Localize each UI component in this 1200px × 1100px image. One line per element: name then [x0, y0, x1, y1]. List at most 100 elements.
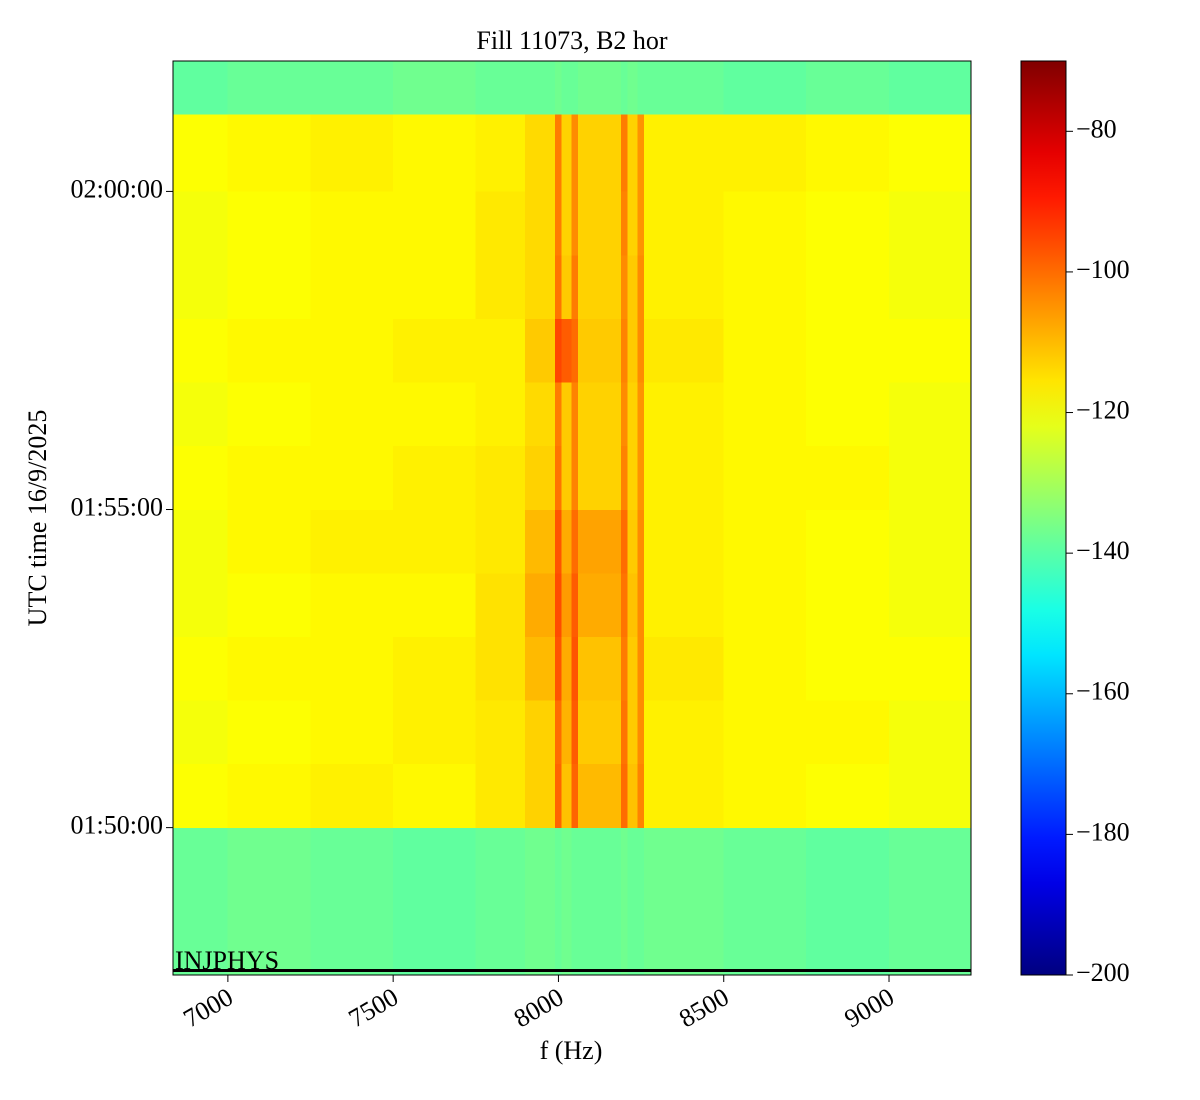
x-tick-label: 7500	[344, 982, 404, 1033]
chart-title: Fill 11073, B2 hor	[476, 26, 668, 55]
heatmap-cell	[561, 763, 572, 828]
colorbar-tick-label: −120	[1076, 396, 1130, 425]
heatmap-cell	[561, 636, 572, 701]
heatmap-cell	[392, 827, 477, 976]
heatmap-cell	[637, 700, 645, 765]
heatmap-cell	[621, 572, 629, 638]
heatmap-cell	[578, 318, 622, 383]
heatmap-cell	[475, 509, 526, 574]
heatmap-cell	[227, 572, 311, 638]
heatmap-cell	[888, 827, 972, 976]
heatmap-cell	[392, 572, 477, 638]
heatmap-cell	[627, 113, 639, 192]
heatmap-cell	[392, 636, 477, 701]
heatmap-cell	[621, 254, 629, 319]
colorbar	[1020, 60, 1067, 976]
x-tick-label: 8000	[509, 982, 569, 1033]
heatmap-cell	[561, 254, 572, 319]
x-tick-label: 8500	[674, 982, 734, 1033]
heatmap-cell	[172, 827, 229, 976]
heatmap-cell	[888, 445, 972, 510]
heatmap-cell	[392, 445, 477, 510]
heatmap-cell	[888, 191, 972, 256]
heatmap-cell	[525, 382, 556, 447]
heatmap-cell	[806, 113, 890, 192]
heatmap-cell	[475, 763, 526, 828]
heatmap-cell	[621, 763, 629, 828]
heatmap-cell	[475, 60, 526, 115]
heatmap-cell	[561, 509, 572, 574]
y-axis-label: UTC time 16/9/2025	[23, 410, 52, 627]
heatmap-cell	[392, 254, 477, 319]
heatmap-cell	[571, 318, 579, 383]
heatmap-cell	[888, 113, 972, 192]
heatmap-cell	[554, 191, 563, 256]
heatmap-cell	[578, 254, 622, 319]
heatmap-cell	[172, 700, 229, 765]
heatmap-cell	[621, 827, 629, 976]
heatmap-cell	[627, 254, 639, 319]
x-axis-label: f (Hz)	[540, 1036, 603, 1065]
heatmap-cell	[392, 382, 477, 447]
heatmap-cell	[578, 113, 622, 192]
heatmap-cell	[627, 509, 639, 574]
heatmap-cell	[561, 445, 572, 510]
heatmap-cell	[571, 763, 579, 828]
heatmap-cell	[723, 254, 807, 319]
heatmap-cell	[310, 763, 394, 828]
heatmap-cell	[621, 191, 629, 256]
heatmap-cell	[475, 191, 526, 256]
colorbar-tick-label: −140	[1076, 536, 1130, 565]
heatmap-cell	[637, 445, 645, 510]
heatmap-cell	[806, 509, 890, 574]
colorbar-tick-label: −180	[1076, 817, 1130, 846]
heatmap-cell	[644, 191, 724, 256]
annotation: INJPHYS	[175, 946, 279, 975]
heatmap-cell	[888, 509, 972, 574]
heatmap-cell	[627, 382, 639, 447]
heatmap-cell	[392, 113, 477, 192]
heatmap-cell	[644, 700, 724, 765]
heatmap-cell	[561, 700, 572, 765]
heatmap-cell	[525, 191, 556, 256]
heatmap-cell	[227, 700, 311, 765]
heatmap-cell	[637, 572, 645, 638]
heatmap-cell	[723, 318, 807, 383]
heatmap-cell	[806, 763, 890, 828]
heatmap-cell	[723, 700, 807, 765]
heatmap-cell	[627, 827, 639, 976]
y-tick-label: 01:55:00	[71, 492, 163, 521]
heatmap-cell	[806, 636, 890, 701]
heatmap-cell	[806, 572, 890, 638]
heatmap-cell	[525, 60, 556, 115]
heatmap-cell	[227, 191, 311, 256]
heatmap-cell	[227, 382, 311, 447]
heatmap-cell	[554, 60, 563, 115]
heatmap-cell	[561, 572, 572, 638]
heatmap-cell	[475, 700, 526, 765]
heatmap-cell	[554, 827, 563, 976]
heatmap-cell	[888, 636, 972, 701]
heatmap-cell	[571, 113, 579, 192]
heatmap-cell	[571, 382, 579, 447]
heatmap-cell	[227, 113, 311, 192]
heatmap-cell	[723, 509, 807, 574]
heatmap-cell	[172, 509, 229, 574]
heatmap-cell	[806, 700, 890, 765]
heatmap-cell	[571, 509, 579, 574]
heatmap-cell	[561, 827, 572, 976]
heatmap-cell	[637, 191, 645, 256]
heatmap-cell	[172, 382, 229, 447]
heatmap-cell	[723, 191, 807, 256]
heatmap-cell	[637, 113, 645, 192]
heatmap-cell	[578, 763, 622, 828]
heatmap-cell	[723, 827, 807, 976]
heatmap-cell	[525, 113, 556, 192]
colorbar-tick-label: −160	[1076, 677, 1130, 706]
heatmap-cell	[723, 382, 807, 447]
heatmap-cell	[227, 445, 311, 510]
heatmap-cell	[227, 827, 311, 976]
heatmap	[172, 60, 972, 976]
heatmap-cell	[310, 318, 394, 383]
heatmap-cell	[621, 382, 629, 447]
